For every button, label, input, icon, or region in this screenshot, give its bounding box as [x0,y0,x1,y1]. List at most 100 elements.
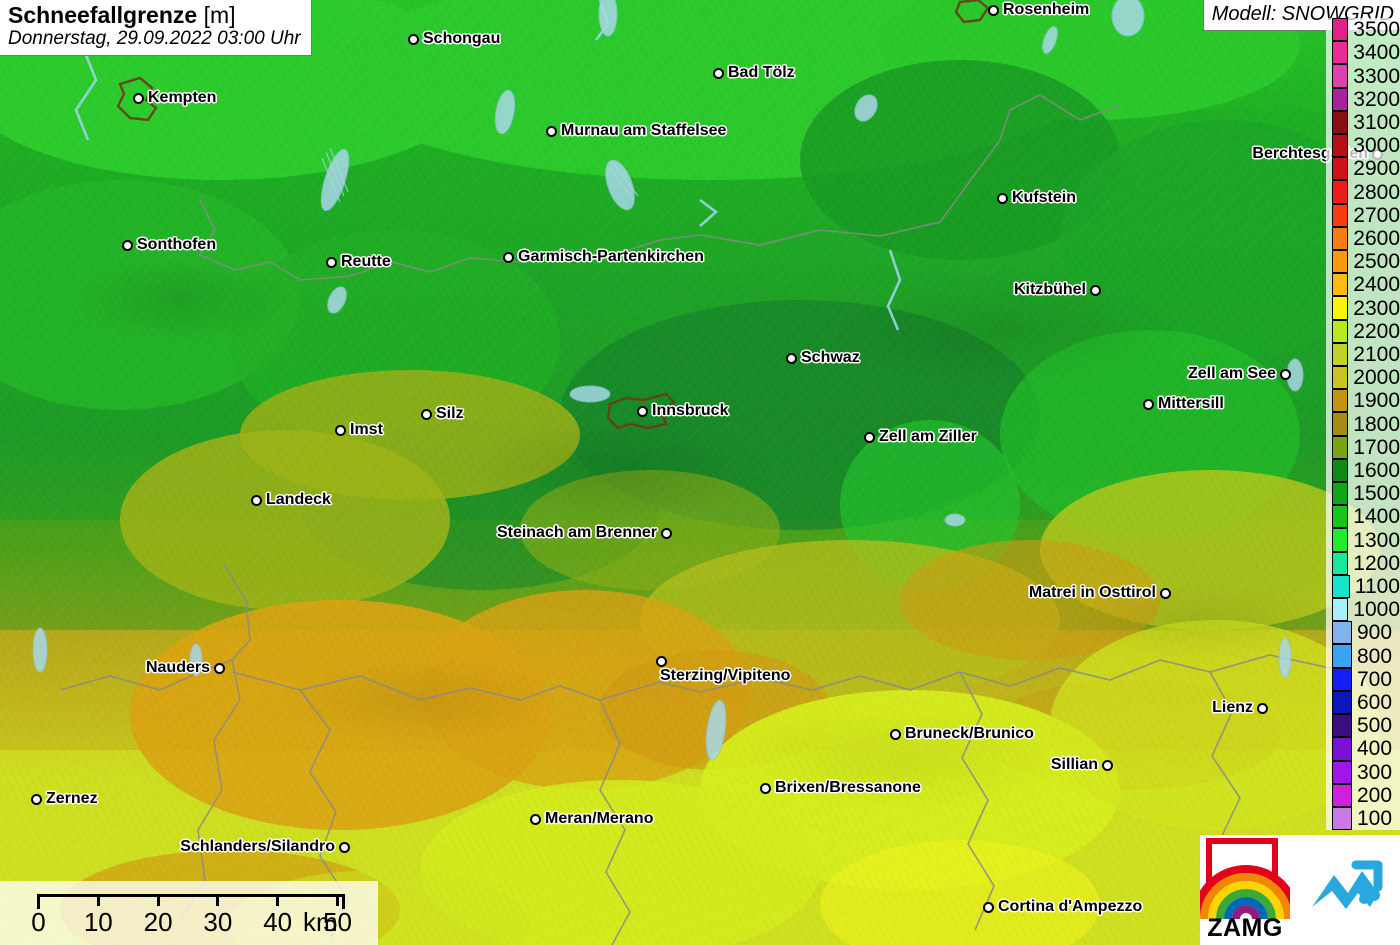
city-dot-icon [786,352,797,364]
city-dot-icon [1102,759,1113,771]
legend-swatch [1332,296,1349,320]
city-name: Sonthofen [137,236,217,253]
scale-tick [336,894,339,906]
city-name: Schlanders/Silandro [180,838,335,855]
city-dot-icon [503,251,514,263]
legend-swatch [1332,760,1352,784]
city-dot-icon [661,527,672,539]
city-marker: Schwaz [786,349,860,367]
legend-row: 1200 [1326,551,1400,575]
city-marker: Bad Tölz [713,64,795,82]
legend-row: 2200 [1326,319,1400,343]
city-dot-icon [1257,702,1268,714]
legend-swatch [1332,180,1349,204]
city-marker: Bruneck/Brunico [890,725,1034,743]
city-dot-icon [251,494,262,506]
legend-swatch [1332,412,1349,436]
city-dot-icon [1280,368,1291,380]
legend-row: 200 [1326,783,1400,807]
city-marker: Schlanders/Silandro [180,838,350,856]
legend-label: 2400 [1353,273,1400,297]
city-dot-icon [983,901,994,913]
legend-label: 1700 [1353,435,1400,459]
legend-row: 2100 [1326,342,1400,367]
city-dot-icon [997,192,1008,204]
legend-swatch [1332,528,1349,552]
city-dot-icon [656,656,667,667]
city-marker: Brixen/Bressanone [760,779,921,797]
city-name: Cortina d'Ampezzo [998,898,1143,915]
legend-row: 1300 [1326,528,1400,552]
city-name: Steinach am Brenner [496,524,657,541]
legend-swatch [1332,157,1349,181]
city-dot-icon [864,431,875,443]
title-box: Schneefallgrenze [m] Donnerstag, 29.09.2… [0,0,312,56]
legend-label: 2500 [1353,250,1400,274]
map-scale-bar: 0 10 20 30 40 50 km [0,881,378,945]
zamg-logo[interactable]: ZAMG [1200,835,1290,945]
city-marker: Lienz [1212,699,1268,717]
city-name: Imst [350,421,383,438]
legend-row: 2300 [1326,296,1400,320]
legend-label: 2800 [1353,180,1400,204]
city-name: Bruneck/Brunico [905,725,1034,742]
legend-label: 3100 [1353,110,1400,134]
city-marker: Zell am Ziller [864,428,977,446]
city-name: Reutte [341,253,391,270]
scale-tick [96,894,100,906]
city-dot-icon [988,4,999,16]
legend-swatch [1332,574,1350,599]
legend-swatch [1332,737,1352,761]
city-dot-icon [122,239,133,251]
legend-label: 1200 [1353,551,1400,575]
city-dot-icon [1090,284,1101,296]
city-dot-icon [890,728,901,740]
city-name: Landeck [266,491,331,508]
legend-row: 3400 [1326,41,1400,65]
city-marker: Steinach am Brenner [497,524,672,542]
city-name: Sillian [1050,756,1098,773]
legend-swatch [1332,435,1349,459]
city-marker: Landeck [251,491,331,509]
legend-swatch [1332,134,1349,158]
legend-swatch [1332,64,1349,88]
legend-row: 2400 [1326,273,1400,297]
title-text: Schneefallgrenze [8,2,198,28]
legend-swatch [1332,87,1349,111]
zamg-rainbow-icon [1200,849,1290,919]
legend-swatch [1332,203,1349,227]
city-name: Kufstein [1012,189,1076,206]
city-name: Innsbruck [652,402,729,419]
city-marker: Reutte [326,253,391,271]
city-marker: Kempten [133,89,216,107]
city-dot-icon [339,841,350,853]
scale-tick [276,894,280,906]
scale-tick [156,894,160,906]
scale-tick [37,894,40,906]
city-name: Zernez [46,790,98,807]
city-dot-icon [760,782,771,794]
legend-swatch [1332,621,1352,645]
city-name: Kitzbühel [1014,281,1086,298]
legend-label: 3200 [1353,87,1400,111]
snowline-color-legend: 3500 3400 3300 3200 3100 3000 2900 2800 2700 2600… [1326,18,1400,831]
city-marker: Nauders [146,659,225,677]
geosphere-logo[interactable] [1290,835,1400,945]
legend-label: 900 [1357,621,1393,645]
legend-row: 2600 [1326,226,1400,251]
legend-swatch [1332,644,1352,668]
legend-label: 3500 [1353,18,1400,42]
legend-row: 600 [1326,690,1400,715]
legend-label: 2100 [1353,342,1400,366]
legend-label: 2700 [1353,203,1400,227]
city-dot-icon [1160,587,1171,599]
city-name: Schongau [423,30,501,47]
legend-row: 2900 [1326,157,1400,181]
city-name: Meran/Merano [545,810,654,827]
city-marker: Zell am See [1188,365,1291,383]
legend-row: 100 [1326,806,1400,831]
scale-tick-label: 20 [143,907,173,937]
legend-label: 3300 [1353,64,1400,88]
legend-label: 600 [1357,690,1393,714]
